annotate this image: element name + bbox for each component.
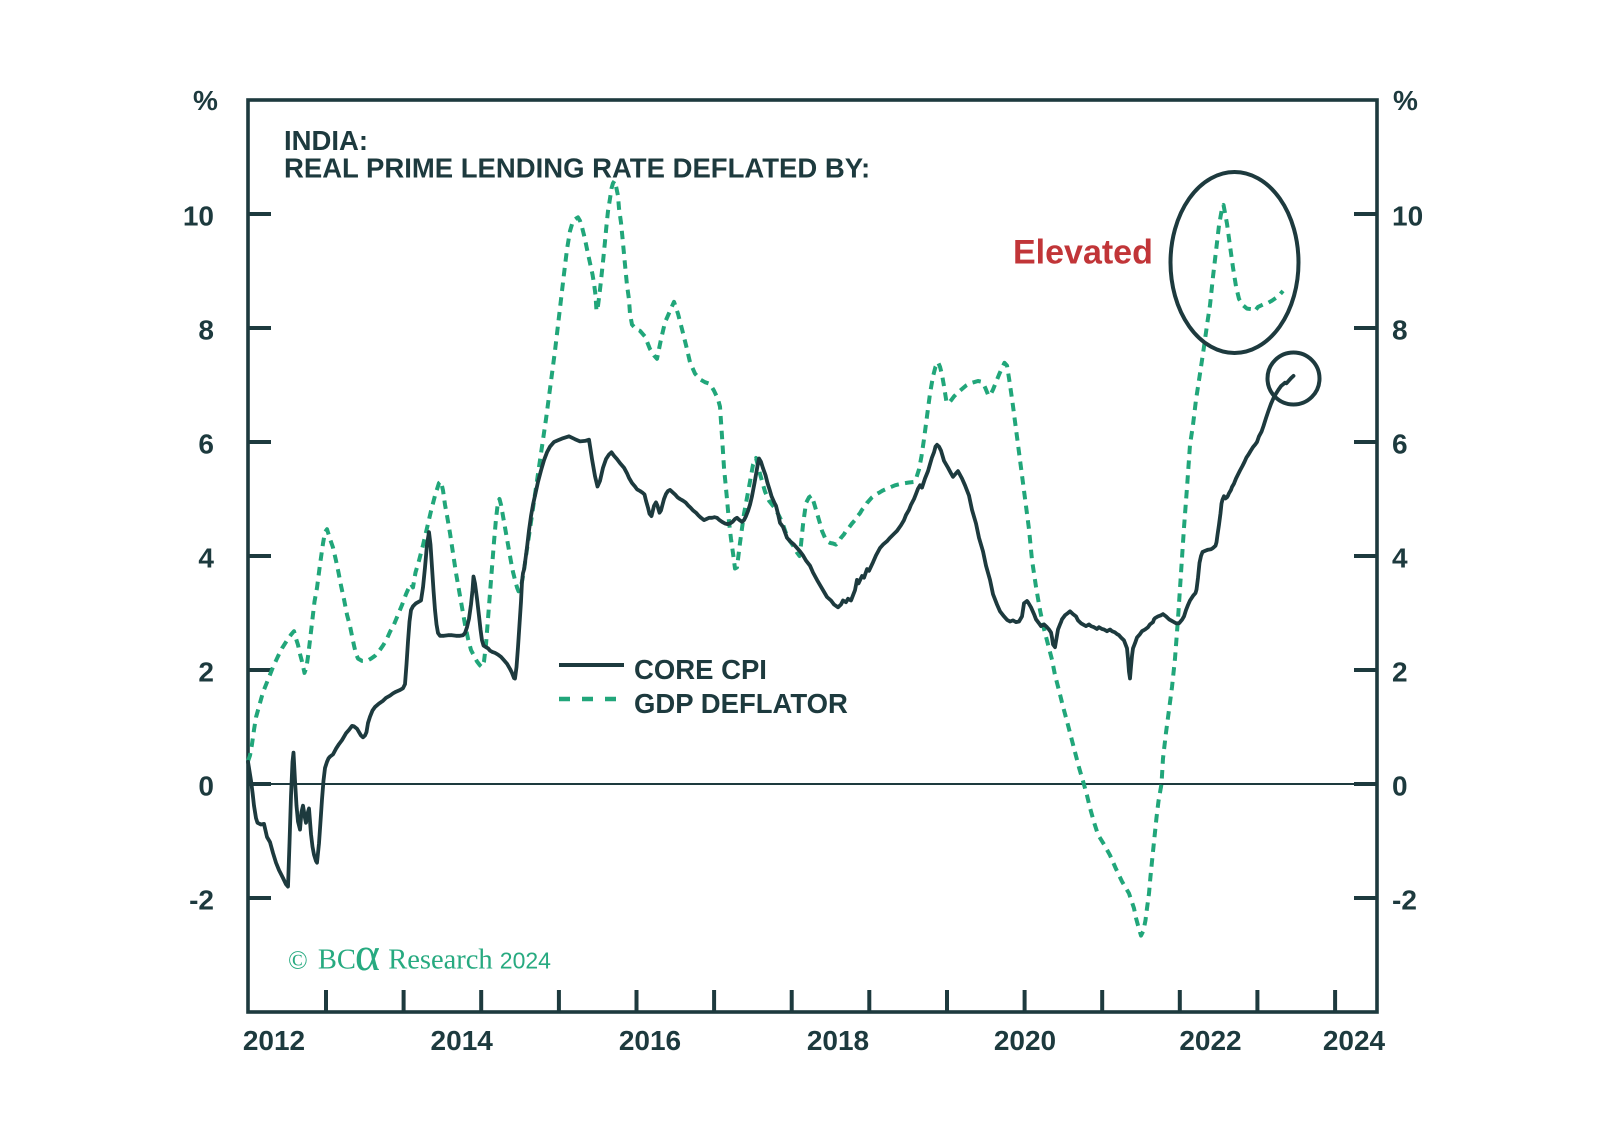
svg-text:-2: -2 — [1392, 885, 1417, 916]
svg-text:6: 6 — [198, 429, 214, 460]
svg-text:0: 0 — [1392, 771, 1408, 802]
svg-text:10: 10 — [1392, 201, 1423, 232]
svg-text:-2: -2 — [189, 885, 214, 916]
svg-text:2020: 2020 — [994, 1025, 1056, 1056]
svg-text:2012: 2012 — [243, 1025, 305, 1056]
svg-text:© BCα Research 2024: © BCα Research 2024 — [288, 928, 551, 981]
svg-text:2: 2 — [1392, 657, 1408, 688]
svg-text:%: % — [193, 85, 218, 116]
svg-text:0: 0 — [198, 771, 214, 802]
svg-text:4: 4 — [1392, 543, 1408, 574]
svg-text:GDP DEFLATOR: GDP DEFLATOR — [634, 688, 848, 719]
svg-text:INDIA:: INDIA: — [284, 125, 368, 156]
svg-text:10: 10 — [183, 201, 214, 232]
svg-text:2014: 2014 — [431, 1025, 494, 1056]
svg-text:8: 8 — [1392, 315, 1408, 346]
svg-text:2024: 2024 — [1323, 1025, 1386, 1056]
svg-text:4: 4 — [198, 543, 214, 574]
svg-text:2018: 2018 — [807, 1025, 869, 1056]
svg-text:6: 6 — [1392, 429, 1408, 460]
svg-text:8: 8 — [198, 315, 214, 346]
svg-text:REAL PRIME LENDING RATE DEFLAT: REAL PRIME LENDING RATE DEFLATED BY: — [284, 153, 870, 184]
svg-text:%: % — [1393, 85, 1418, 116]
svg-text:Elevated: Elevated — [1013, 234, 1153, 272]
svg-text:2022: 2022 — [1179, 1025, 1241, 1056]
svg-text:2: 2 — [198, 657, 214, 688]
svg-text:2016: 2016 — [619, 1025, 681, 1056]
svg-text:CORE CPI: CORE CPI — [634, 654, 767, 685]
